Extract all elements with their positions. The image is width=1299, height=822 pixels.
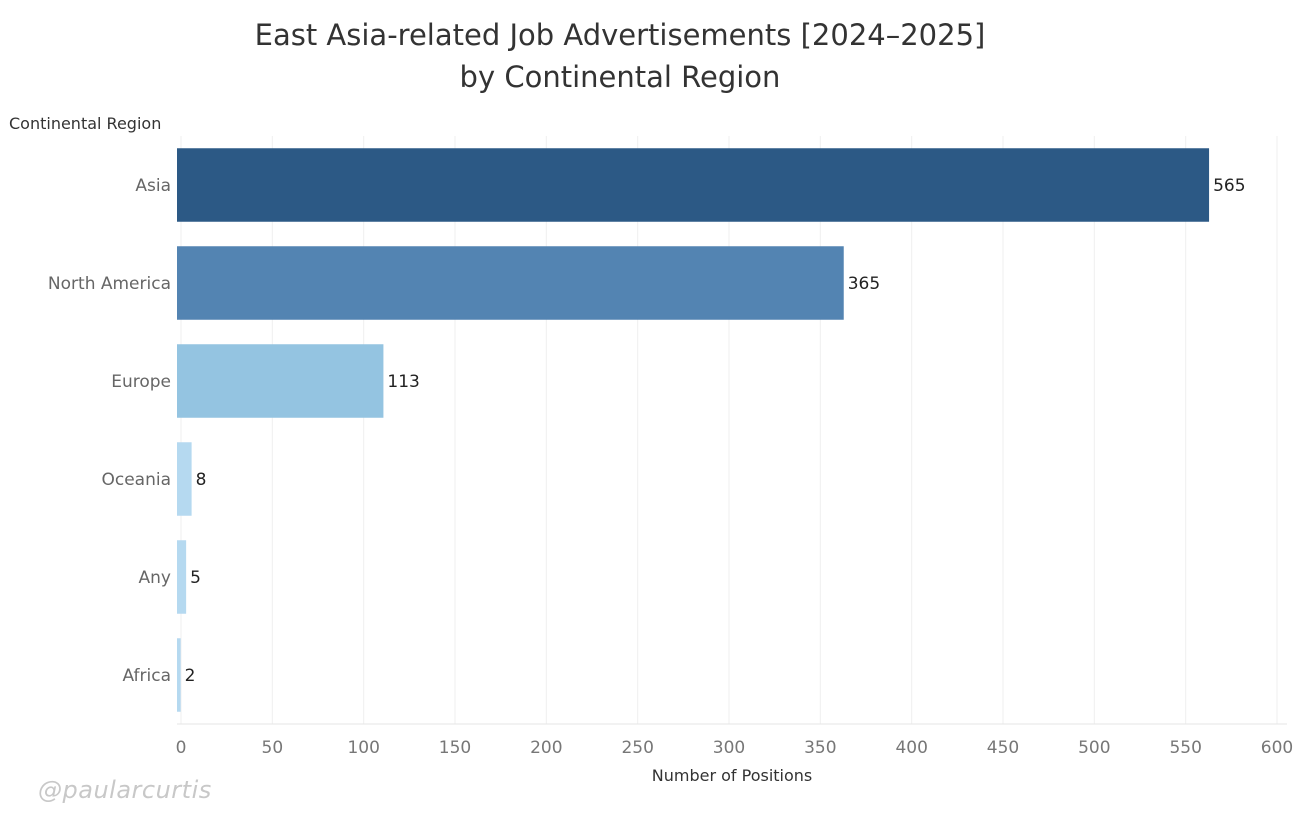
x-tick-label: 550 xyxy=(1169,738,1201,758)
x-tick-label: 500 xyxy=(1078,738,1110,758)
chart-title: East Asia-related Job Advertisements [20… xyxy=(0,14,1240,98)
value-label: 2 xyxy=(185,666,196,686)
row-header: Continental Region xyxy=(9,114,162,133)
bar xyxy=(177,246,844,320)
category-label: Any xyxy=(139,568,171,588)
x-tick-label: 600 xyxy=(1261,738,1293,758)
x-tick-label: 400 xyxy=(895,738,927,758)
value-label: 8 xyxy=(196,470,207,490)
bar xyxy=(177,442,192,516)
chart-subtitle: by Continental Region xyxy=(459,60,781,94)
chart-title-main: East Asia-related Job Advertisements [20… xyxy=(254,18,986,52)
category-label: Europe xyxy=(111,372,171,392)
x-tick-label: 250 xyxy=(621,738,653,758)
x-tick-label: 300 xyxy=(713,738,745,758)
category-label: Asia xyxy=(135,176,171,196)
category-label: North America xyxy=(48,274,171,294)
category-label: Oceania xyxy=(101,470,171,490)
value-labels: 565 365 113 8 5 2 xyxy=(185,176,1246,686)
bar xyxy=(177,540,187,614)
x-tick-label: 150 xyxy=(439,738,471,758)
x-tick-label: 450 xyxy=(987,738,1019,758)
x-axis-ticks: 0 50 100 150 200 250 300 350 400 450 500 550 600 xyxy=(176,738,1294,758)
value-label: 365 xyxy=(848,274,880,294)
bar xyxy=(177,638,181,712)
x-tick-label: 200 xyxy=(530,738,562,758)
bar xyxy=(177,148,1210,222)
x-tick-label: 0 xyxy=(176,738,187,758)
category-label: Africa xyxy=(123,666,172,686)
value-label: 565 xyxy=(1213,176,1245,196)
bar xyxy=(177,344,384,418)
x-tick-label: 350 xyxy=(804,738,836,758)
category-labels: Asia North America Europe Oceania Any Africa xyxy=(48,176,171,686)
x-tick-label: 50 xyxy=(262,738,284,758)
gridlines xyxy=(177,136,1287,725)
x-axis-title: Number of Positions xyxy=(651,766,813,785)
x-tick-label: 100 xyxy=(347,738,379,758)
value-label: 113 xyxy=(387,372,419,392)
bars xyxy=(177,148,1210,712)
value-label: 5 xyxy=(190,568,201,588)
watermark: @paularcurtis xyxy=(38,776,212,804)
